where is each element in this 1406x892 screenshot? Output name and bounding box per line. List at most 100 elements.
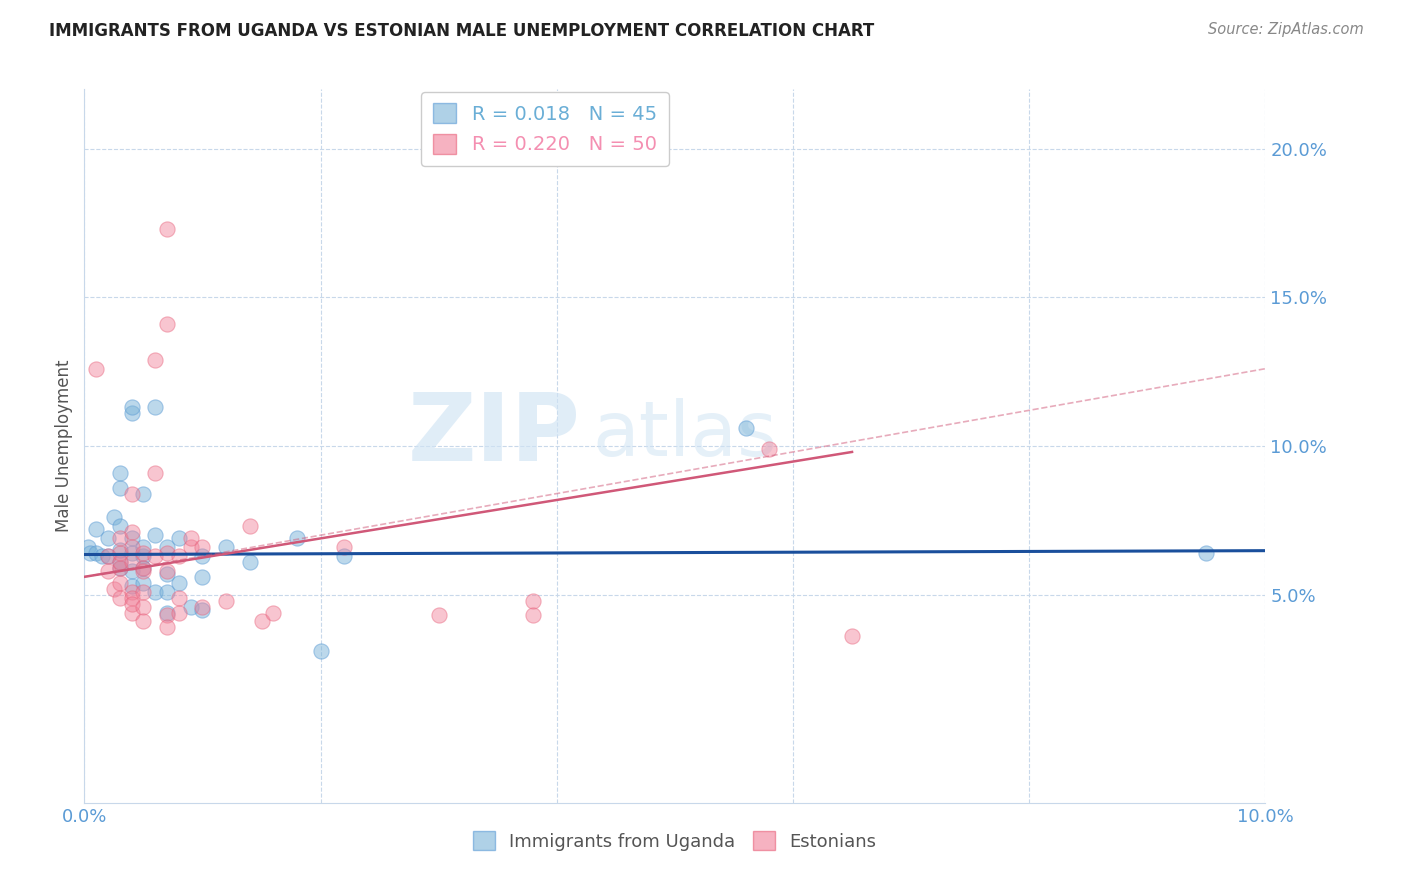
Point: [156, 546, 179, 560]
Point: [132, 546, 155, 560]
Point: [108, 481, 131, 495]
Point: [522, 593, 544, 607]
Legend: Immigrants from Uganda, Estonians: Immigrants from Uganda, Estonians: [465, 824, 884, 858]
Point: [121, 606, 143, 620]
Point: [79, 546, 101, 560]
Point: [143, 352, 166, 367]
Point: [262, 606, 284, 620]
Point: [309, 644, 332, 658]
Point: [108, 519, 131, 533]
Point: [121, 591, 143, 605]
Point: [121, 531, 143, 545]
Point: [108, 531, 131, 545]
Point: [180, 531, 202, 545]
Point: [132, 561, 155, 575]
Point: [239, 555, 262, 569]
Point: [103, 510, 125, 524]
Point: [167, 606, 190, 620]
Point: [121, 584, 143, 599]
Point: [108, 591, 131, 605]
Point: [108, 543, 131, 558]
Point: [103, 582, 125, 596]
Point: [108, 546, 131, 560]
Point: [1195, 546, 1218, 560]
Point: [156, 606, 179, 620]
Point: [132, 584, 155, 599]
Point: [215, 540, 238, 554]
Point: [108, 555, 131, 569]
Point: [121, 555, 143, 569]
Point: [132, 540, 155, 554]
Point: [522, 608, 544, 623]
Point: [121, 525, 143, 540]
Point: [333, 540, 356, 554]
Point: [156, 222, 179, 236]
Point: [143, 584, 166, 599]
Point: [758, 442, 780, 456]
Point: [121, 564, 143, 578]
Point: [191, 570, 214, 584]
Point: [841, 629, 863, 643]
Text: IMMIGRANTS FROM UGANDA VS ESTONIAN MALE UNEMPLOYMENT CORRELATION CHART: IMMIGRANTS FROM UGANDA VS ESTONIAN MALE …: [49, 22, 875, 40]
Point: [427, 608, 450, 623]
Point: [84, 361, 107, 376]
Point: [132, 575, 155, 590]
Point: [156, 540, 179, 554]
Point: [191, 599, 214, 614]
Point: [97, 531, 120, 545]
Point: [239, 519, 262, 533]
Point: [215, 593, 238, 607]
Point: [108, 561, 131, 575]
Point: [108, 561, 131, 575]
Point: [191, 602, 214, 616]
Text: Source: ZipAtlas.com: Source: ZipAtlas.com: [1208, 22, 1364, 37]
Point: [191, 540, 214, 554]
Point: [167, 549, 190, 563]
Point: [180, 599, 202, 614]
Point: [132, 486, 155, 500]
Point: [121, 579, 143, 593]
Point: [285, 531, 308, 545]
Point: [77, 540, 100, 554]
Point: [121, 401, 143, 415]
Point: [156, 584, 179, 599]
Point: [132, 615, 155, 629]
Point: [121, 540, 143, 554]
Point: [97, 549, 120, 563]
Point: [108, 555, 131, 569]
Point: [734, 421, 756, 435]
Point: [250, 615, 273, 629]
Point: [121, 546, 143, 560]
Point: [91, 549, 114, 563]
Point: [143, 466, 166, 480]
Point: [333, 549, 356, 563]
Point: [108, 575, 131, 590]
Point: [180, 540, 202, 554]
Point: [132, 564, 155, 578]
Point: [156, 566, 179, 581]
Point: [121, 406, 143, 420]
Text: ZIP: ZIP: [408, 389, 581, 482]
Point: [132, 561, 155, 575]
Y-axis label: Male Unemployment: Male Unemployment: [55, 359, 73, 533]
Point: [132, 599, 155, 614]
Point: [143, 549, 166, 563]
Point: [121, 486, 143, 500]
Point: [167, 531, 190, 545]
Point: [108, 466, 131, 480]
Point: [143, 401, 166, 415]
Point: [156, 608, 179, 623]
Point: [156, 564, 179, 578]
Point: [132, 549, 155, 563]
Point: [97, 564, 120, 578]
Point: [167, 575, 190, 590]
Point: [84, 522, 107, 536]
Point: [97, 549, 120, 563]
Point: [84, 546, 107, 560]
Point: [191, 549, 214, 563]
Point: [121, 597, 143, 611]
Text: atlas: atlas: [592, 399, 778, 472]
Point: [167, 591, 190, 605]
Point: [156, 317, 179, 331]
Point: [156, 620, 179, 634]
